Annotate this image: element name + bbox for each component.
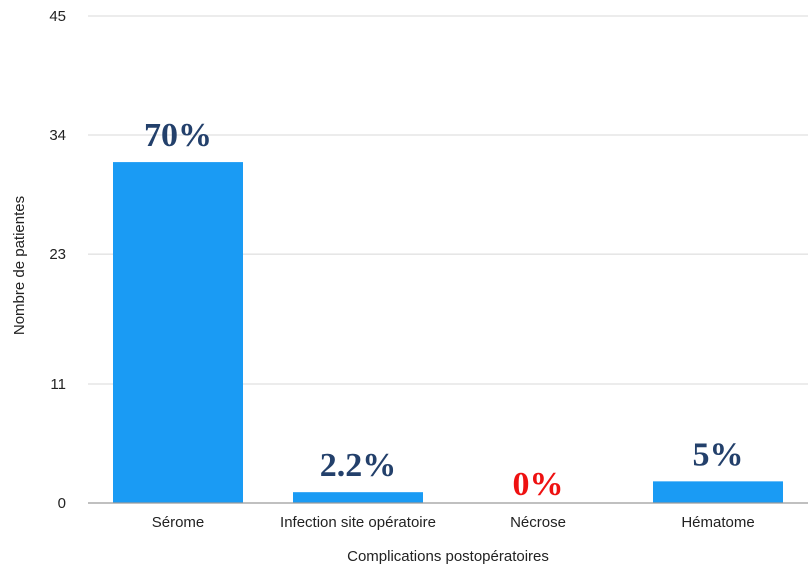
bar bbox=[113, 162, 243, 503]
y-tick-label: 23 bbox=[49, 246, 66, 263]
x-tick-label: Infection site opératoire bbox=[280, 514, 436, 531]
data-label: 2.2% bbox=[320, 447, 397, 484]
x-tick-label: Sérome bbox=[152, 514, 205, 531]
data-labels: 70% 2.2% 0% 5% bbox=[144, 117, 744, 503]
y-tick-labels: 0 11 23 34 45 bbox=[49, 8, 66, 512]
y-tick-label: 11 bbox=[50, 376, 66, 393]
data-label: 5% bbox=[693, 436, 744, 473]
y-tick-label: 34 bbox=[49, 127, 66, 144]
bar bbox=[293, 492, 423, 503]
bar bbox=[653, 481, 783, 503]
x-tick-label: Nécrose bbox=[510, 514, 566, 531]
bars bbox=[113, 162, 783, 503]
x-tick-label: Hématome bbox=[681, 514, 754, 531]
x-tick-labels: Sérome Infection site opératoire Nécrose Hé… bbox=[152, 514, 755, 531]
y-tick-label: 0 bbox=[58, 495, 66, 512]
x-axis-title: Complications postopératoires bbox=[347, 548, 549, 565]
y-tick-label: 45 bbox=[49, 8, 66, 25]
y-axis-title: Nombre de patientes bbox=[11, 196, 28, 335]
data-label: 0% bbox=[513, 466, 564, 503]
data-label: 70% bbox=[144, 117, 212, 154]
